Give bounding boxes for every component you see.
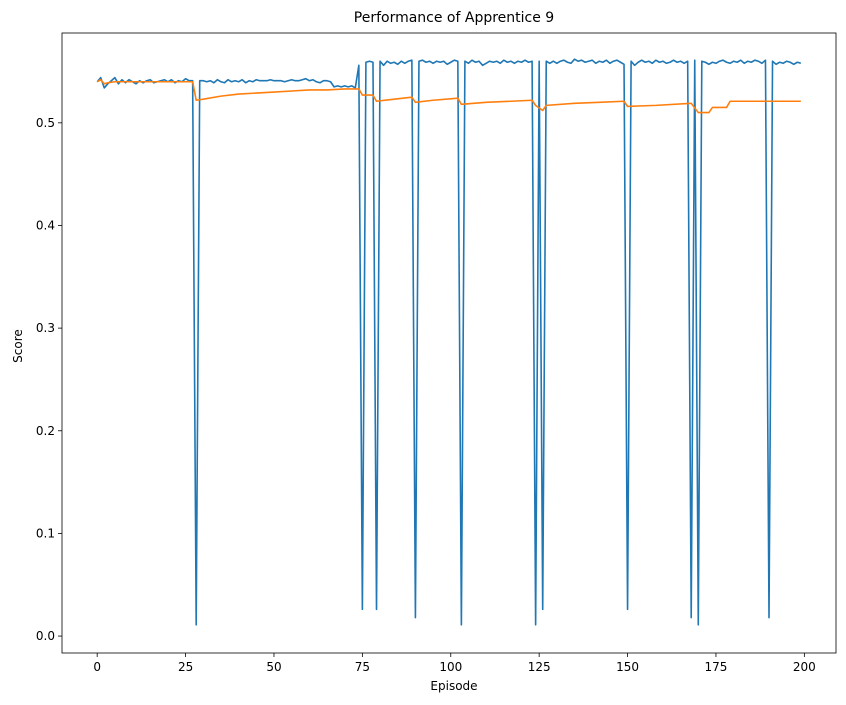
x-axis-ticks: 0 25 50 75 100 125 150 175 200 (93, 653, 816, 674)
x-tick-label: 100 (439, 660, 462, 674)
series-layer (96, 58, 802, 626)
y-tick-label: 0.1 (36, 526, 55, 540)
x-tick-label: 0 (93, 660, 101, 674)
series-1-line (96, 58, 802, 626)
y-tick-label: 0.0 (36, 629, 55, 643)
y-axis-ticks: 0.0 0.1 0.2 0.3 0.4 0.5 (36, 116, 62, 643)
x-tick-label: 200 (793, 660, 816, 674)
x-tick-label: 50 (266, 660, 281, 674)
x-tick-label: 75 (355, 660, 370, 674)
y-tick-label: 0.5 (36, 116, 55, 130)
x-tick-label: 150 (616, 660, 639, 674)
x-tick-label: 125 (528, 660, 551, 674)
plot-frame (61, 32, 837, 654)
y-tick-label: 0.3 (36, 321, 55, 335)
series-1 (96, 58, 802, 626)
x-tick-label: 175 (705, 660, 728, 674)
series-2-line (96, 78, 801, 114)
y-tick-label: 0.4 (36, 218, 55, 232)
y-axis-label: Score (11, 329, 25, 363)
series-2 (96, 78, 801, 114)
x-tick-label: 25 (178, 660, 193, 674)
chart-title: Performance of Apprentice 9 (354, 10, 554, 26)
x-axis-label: Episode (430, 679, 477, 693)
y-tick-label: 0.2 (36, 424, 55, 438)
